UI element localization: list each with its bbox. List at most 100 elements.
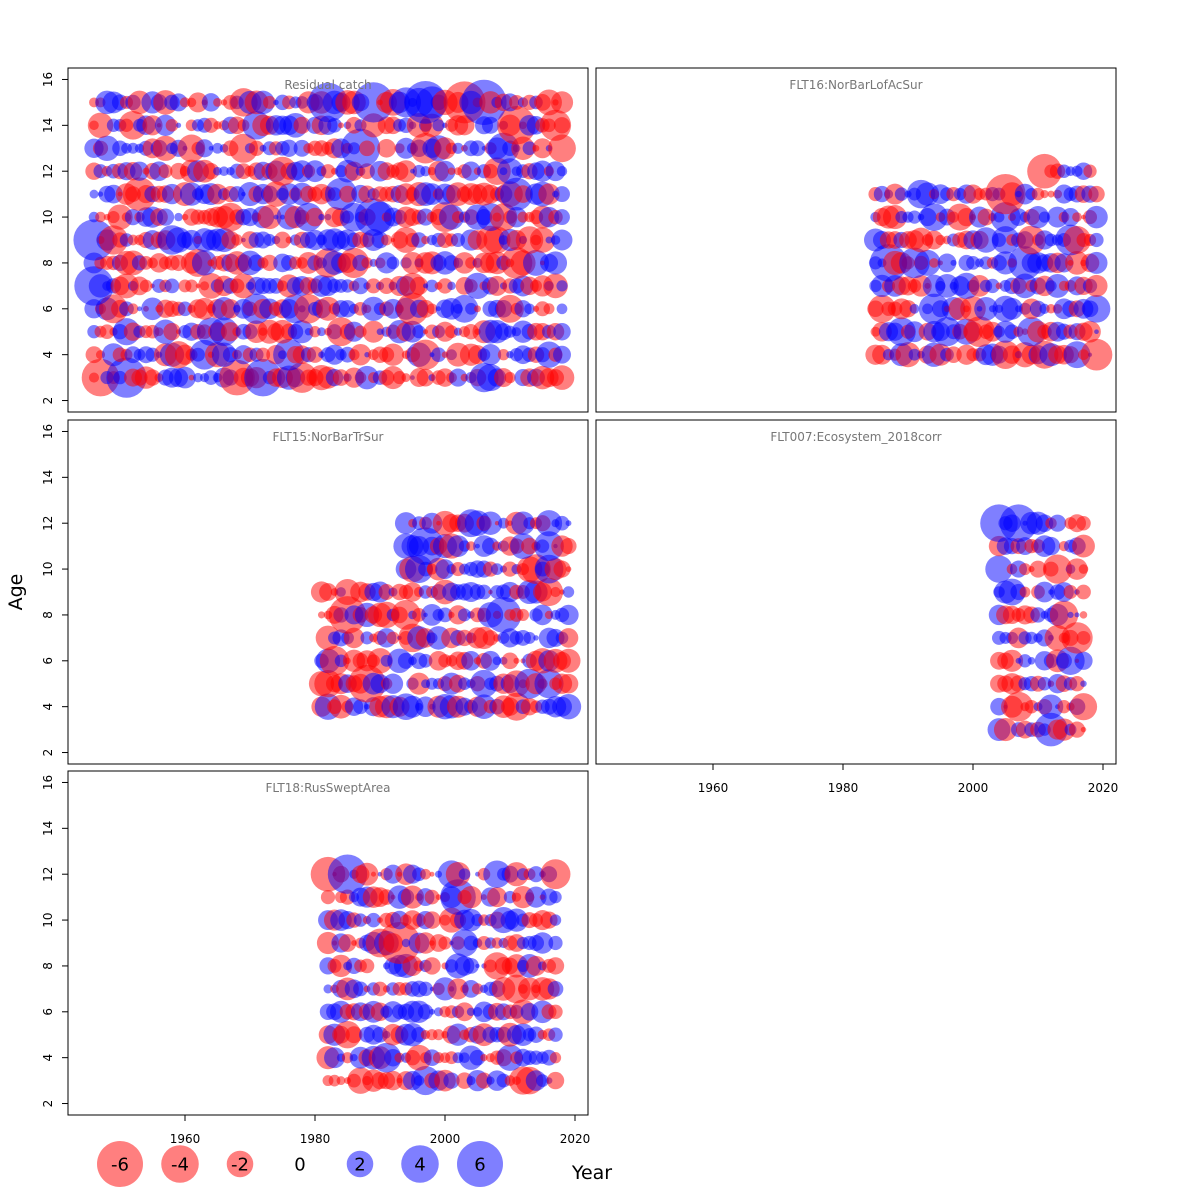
residual-bubble xyxy=(543,273,568,299)
residual-bubble xyxy=(480,650,501,671)
residual-bubble xyxy=(420,868,431,880)
residual-bubble xyxy=(445,861,471,887)
y-tick-label: 6 xyxy=(41,1008,55,1016)
residual-bubble xyxy=(548,1004,563,1019)
residual-bubble xyxy=(1045,273,1070,298)
residual-bubble xyxy=(904,321,925,343)
residual-bubble xyxy=(973,227,999,253)
residual-bubble xyxy=(458,608,471,622)
residual-bubble xyxy=(1078,564,1089,574)
y-tick-label: 2 xyxy=(41,1100,55,1108)
residual-bubble xyxy=(929,258,939,268)
y-tick-label: 10 xyxy=(41,209,55,224)
residual-bubble xyxy=(476,584,492,600)
panel-frame xyxy=(595,419,1117,765)
residual-bubble xyxy=(546,1071,565,1090)
residual-bubble xyxy=(290,320,314,344)
residual-bubble xyxy=(1079,320,1101,343)
residual-bubble xyxy=(1069,676,1085,692)
residual-bubble xyxy=(317,327,326,337)
y-tick-label: 4 xyxy=(41,703,55,711)
panel-frame xyxy=(595,67,1117,413)
residual-bubble xyxy=(513,657,520,664)
y-tick-label: 10 xyxy=(41,561,55,576)
residual-bubble xyxy=(1040,189,1049,199)
residual-bubble xyxy=(152,135,179,161)
residual-bubble xyxy=(914,249,941,276)
residual-bubble xyxy=(438,204,465,230)
y-axis-label: Age xyxy=(5,574,27,611)
legend-bubble xyxy=(226,1150,254,1178)
residual-bubble xyxy=(496,294,524,323)
residual-bubble xyxy=(320,889,336,905)
bubble-group xyxy=(73,79,576,398)
residual-bubble xyxy=(1001,297,1023,320)
residual-bubble xyxy=(129,161,150,181)
y-tick-label: 16 xyxy=(41,424,55,439)
residual-bubble xyxy=(438,936,452,950)
x-tick-label: 1980 xyxy=(828,781,859,795)
panel-title: FLT16:NorBarLofAcSur xyxy=(789,78,922,92)
residual-bubble xyxy=(361,257,373,269)
residual-bubble xyxy=(304,160,326,183)
residual-bubble xyxy=(1082,294,1111,323)
residual-bubble xyxy=(894,187,909,201)
legend-label: -6 xyxy=(111,1154,129,1175)
legend-label: 0 xyxy=(294,1154,305,1175)
residual-bubble xyxy=(305,207,325,227)
residual-bubble xyxy=(558,673,579,694)
residual-bubble xyxy=(1038,694,1064,719)
residual-bubble xyxy=(937,253,957,273)
y-tick-label: 8 xyxy=(41,962,55,970)
residual-bubble xyxy=(412,325,426,339)
residual-bubble xyxy=(336,1076,346,1086)
residual-bubble xyxy=(1030,607,1046,623)
residual-bubble xyxy=(522,141,537,156)
residual-bubble xyxy=(424,889,440,905)
residual-bubble xyxy=(94,135,120,162)
residual-bubble xyxy=(201,93,221,112)
residual-bubble xyxy=(525,886,547,908)
residual-bubble xyxy=(353,913,368,927)
y-tick-label: 14 xyxy=(41,470,55,485)
residual-bubble xyxy=(432,1029,445,1041)
residual-bubble xyxy=(89,189,99,199)
bubble-group xyxy=(980,504,1098,747)
residual-bubble xyxy=(263,233,276,247)
residual-bubble xyxy=(231,234,243,246)
residual-bubble xyxy=(974,296,998,321)
bubble-group xyxy=(308,509,582,721)
residual-bubble xyxy=(418,653,433,668)
residual-bubble xyxy=(306,346,324,363)
residual-bubble xyxy=(497,349,510,361)
residual-bubble xyxy=(175,122,182,128)
residual-bubble xyxy=(496,1044,524,1071)
residual-bubble xyxy=(319,646,350,676)
residual-bubble xyxy=(908,348,921,361)
residual-bubble xyxy=(156,208,175,226)
residual-bubble xyxy=(410,339,441,370)
residual-bubble xyxy=(386,631,400,645)
legend-bubble xyxy=(401,1145,439,1183)
residual-bubble xyxy=(107,204,133,230)
residual-bubble xyxy=(1042,554,1073,584)
residual-bubble xyxy=(141,297,164,321)
residual-bubble xyxy=(367,648,393,674)
residual-bubble xyxy=(504,371,516,384)
residual-bubble xyxy=(407,672,431,695)
residual-bubble xyxy=(538,183,560,205)
x-tick-label: 2000 xyxy=(430,1132,461,1146)
residual-bubble xyxy=(423,911,441,929)
panel-frame xyxy=(67,419,589,765)
x-tick-label: 1960 xyxy=(698,781,729,795)
residual-bubble xyxy=(435,559,455,579)
residual-bubble xyxy=(1080,338,1113,371)
residual-bubble xyxy=(99,324,115,340)
residual-bubble xyxy=(549,914,562,926)
residual-bubble xyxy=(317,611,326,619)
residual-bubble xyxy=(562,586,575,598)
residual-bubble xyxy=(1085,251,1108,274)
residual-bubble xyxy=(461,651,481,671)
residual-bubble xyxy=(188,374,195,381)
y-tick-label: 10 xyxy=(41,912,55,927)
